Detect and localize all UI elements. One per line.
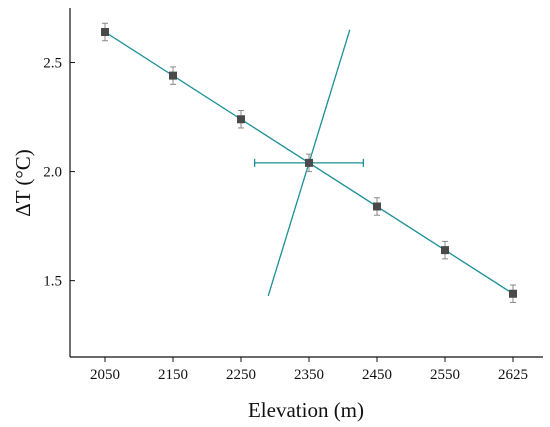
data-point xyxy=(373,202,381,211)
x-ticks: 2050 2150 2250 2350 2450 2550 2625 xyxy=(90,357,528,383)
x-tick-label: 2350 xyxy=(294,367,324,383)
data-point xyxy=(305,158,313,167)
y-axis-title: ΔT (°C) xyxy=(11,149,35,217)
x-tick-label: 2250 xyxy=(226,367,256,383)
y-tick-label: 1.5 xyxy=(43,274,62,290)
y-tick-label: 2.5 xyxy=(43,56,62,72)
y-ticks: 1.5 2.0 2.5 xyxy=(43,56,75,290)
x-tick-label: 2625 xyxy=(498,367,528,383)
markers xyxy=(101,22,517,303)
data-point xyxy=(169,71,177,80)
x-tick-label: 2150 xyxy=(158,367,188,383)
data-point xyxy=(509,289,517,298)
data-point xyxy=(237,115,245,124)
x-tick-label: 2050 xyxy=(90,367,120,383)
plot-area: 1.5 2.0 2.5 2050 2150 2250 2350 2450 2550 2625 xyxy=(43,8,543,383)
data-point xyxy=(101,27,109,36)
x-axis-title: Elevation (m) xyxy=(248,398,364,422)
x-tick-label: 2450 xyxy=(362,367,392,383)
y-tick-label: 2.0 xyxy=(43,165,62,181)
data-point xyxy=(441,246,449,255)
x-tick-label: 2550 xyxy=(430,367,460,383)
